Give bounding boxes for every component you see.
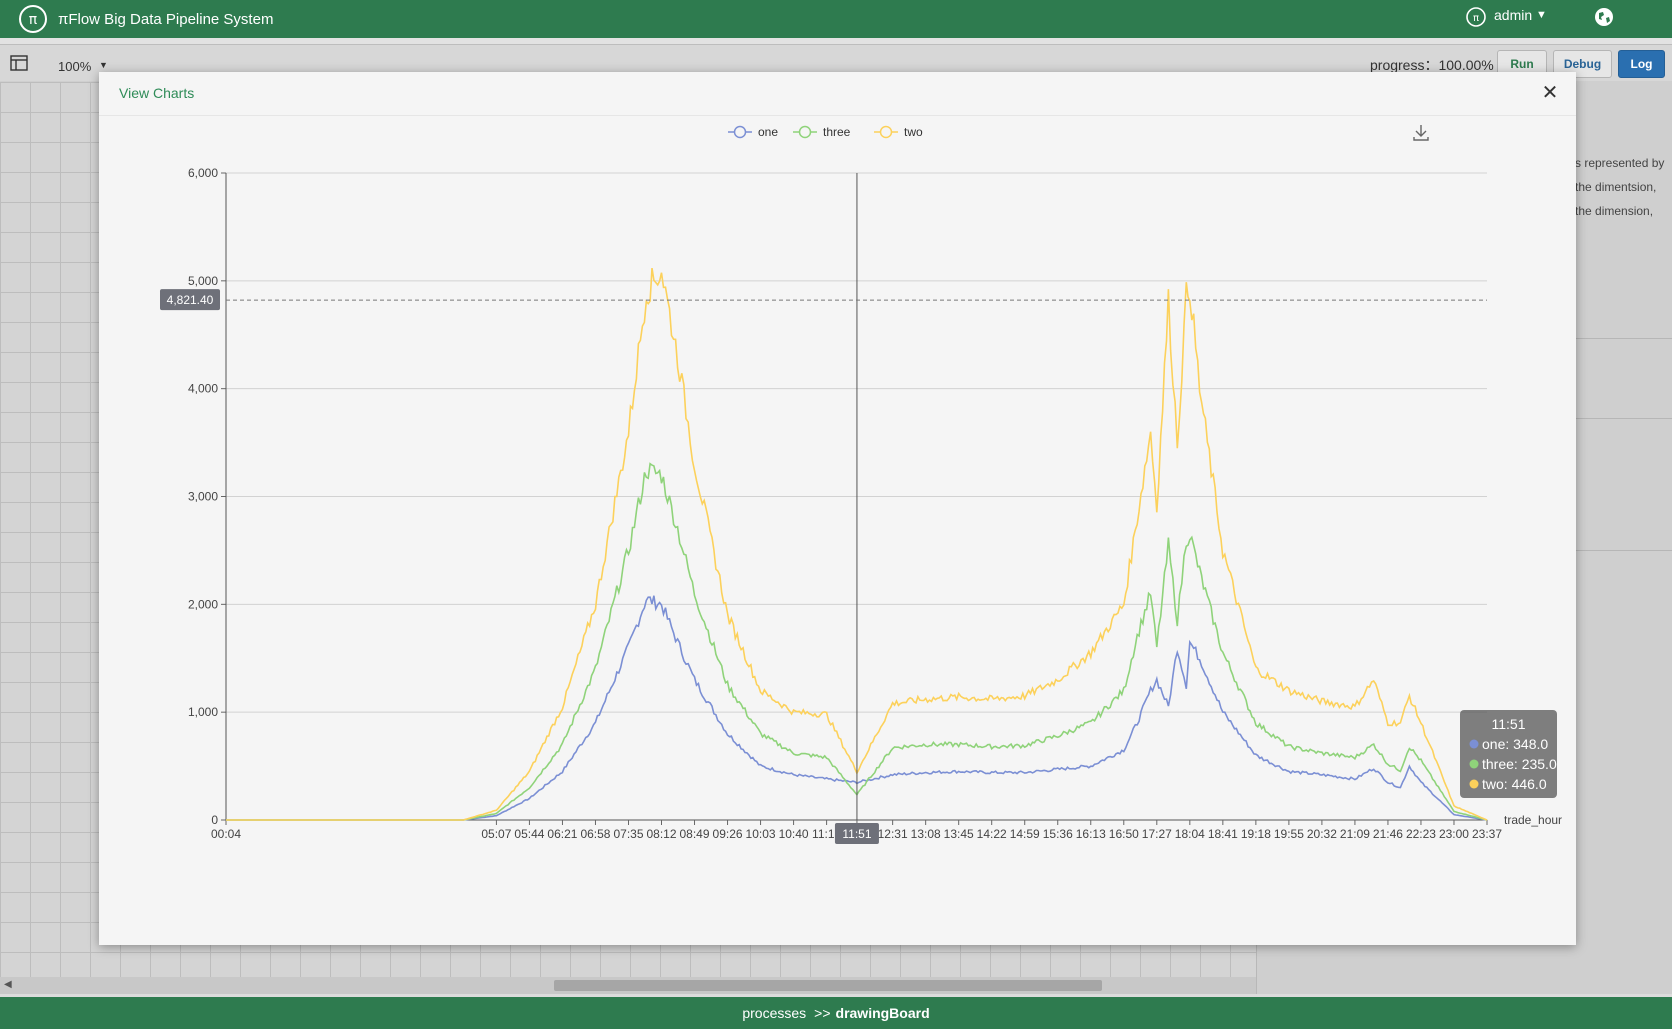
series-line-two [226, 267, 1488, 821]
legend-marker-one [733, 125, 747, 139]
line-chart[interactable]: 0 1,000 2,000 3,000 4,000 5,000 6,000 00:04 05:0… [99, 116, 1576, 945]
breadcrumb-processes[interactable]: processes [742, 1005, 807, 1021]
y-tick-label: 6,000 [188, 166, 218, 180]
tooltip-marker-three [1469, 759, 1479, 769]
tooltip-marker-one [1469, 739, 1479, 749]
x-tick-label: 20:32 [1307, 827, 1337, 841]
legend-label: two [904, 125, 923, 139]
legend-label: three [823, 125, 851, 139]
view-charts-modal: View Charts ✕ 0 1,000 2,000 3,000 4,000 5,000… [99, 72, 1576, 945]
x-axis-label: trade_hour [1504, 813, 1562, 827]
x-tick-label: 10:40 [779, 827, 809, 841]
breadcrumb: processes >> drawingBoard [0, 994, 1672, 1029]
download-icon-glyph [1413, 125, 1429, 141]
globe-icon[interactable] [1593, 6, 1615, 28]
panel-toggle-icon[interactable] [10, 55, 28, 71]
x-tick-label: 14:22 [977, 827, 1007, 841]
breadcrumb-separator: >> [814, 1005, 831, 1021]
scroll-left-icon[interactable]: ◀ [4, 979, 12, 990]
download-icon[interactable] [1413, 125, 1429, 141]
chevron-down-icon[interactable]: ▼ [1536, 9, 1547, 21]
x-tick-label: 11:17 [812, 827, 841, 841]
app-title: πFlow Big Data Pipeline System [58, 11, 274, 28]
x-tick-label: 08:49 [680, 827, 710, 841]
panel-text: the dimension, [1575, 204, 1654, 218]
x-tick-label: 13:08 [911, 827, 941, 841]
tooltip-item: three: 235.0 [1482, 756, 1557, 772]
legend-marker-three [798, 125, 812, 139]
tooltip-item: one: 348.0 [1482, 736, 1548, 752]
top-header: π πFlow Big Data Pipeline System π admin… [0, 0, 1672, 38]
user-menu[interactable]: admin [1494, 7, 1533, 23]
y-tick-label: 5,000 [188, 274, 218, 288]
x-tick-label: 05:44 [514, 827, 544, 841]
panel-text: the dimentsion, [1575, 180, 1657, 194]
crosshair-x-badge [834, 823, 879, 844]
breadcrumb-current: drawingBoard [835, 1005, 930, 1021]
x-tick-label: 14:59 [1010, 827, 1040, 841]
x-tick-label: 21:46 [1373, 827, 1403, 841]
header-divider [0, 38, 1672, 45]
tooltip-title: 11:51 [1492, 716, 1526, 732]
x-tick-label: 06:58 [580, 827, 610, 841]
x-tick-label: 05:07 [481, 827, 511, 841]
progress-label: progress：100.00% [1370, 57, 1494, 73]
close-icon[interactable]: ✕ [1541, 82, 1559, 104]
crosshair-x-label: 11:51 [842, 827, 871, 841]
legend-marker-two [879, 125, 893, 139]
x-tick-label: 10:03 [746, 827, 776, 841]
modal-title: View Charts [119, 85, 195, 101]
crosshair-y-badge [160, 289, 220, 311]
tooltip-item: two: 446.0 [1482, 776, 1547, 792]
x-tick-label: 21:09 [1340, 827, 1370, 841]
y-tick-label: 3,000 [188, 490, 218, 504]
y-tick-label: 2,000 [188, 597, 218, 611]
x-tick-label: 22:23 [1406, 827, 1436, 841]
chart-tooltip [1460, 710, 1557, 798]
user-icon[interactable]: π [1465, 6, 1487, 28]
zoom-select[interactable]: 100% [58, 59, 92, 74]
y-tick-label: 4,000 [188, 382, 218, 396]
svg-text:π: π [29, 12, 38, 28]
x-tick-label: 00:04 [211, 827, 241, 841]
crosshair-y-label: 4,821.40 [167, 293, 214, 307]
debug-button[interactable]: Debug [1553, 50, 1612, 78]
x-tick-label: 23:00 [1439, 827, 1469, 841]
x-tick-label: 18:41 [1208, 827, 1238, 841]
x-tick-label: 17:27 [1142, 827, 1172, 841]
svg-text:π: π [1473, 13, 1479, 24]
x-tick-label: 09:26 [713, 827, 743, 841]
chevron-down-icon[interactable]: ▼ [99, 60, 108, 70]
legend-label: one [758, 125, 778, 139]
scrollbar-thumb[interactable] [554, 980, 1102, 991]
modal-header-divider [99, 115, 1576, 116]
x-tick-label: 19:55 [1274, 827, 1304, 841]
y-tick-label: 0 [211, 813, 218, 827]
x-tick-label: 23:37 [1472, 827, 1502, 841]
tooltip-marker-two [1469, 779, 1479, 789]
x-tick-label: 12:31 [878, 827, 908, 841]
horizontal-scrollbar[interactable]: ◀ [0, 977, 1256, 994]
x-tick-label: 07:35 [613, 827, 643, 841]
x-tick-label: 16:50 [1109, 827, 1139, 841]
x-tick-label: 15:36 [1043, 827, 1073, 841]
panel-text: s represented by [1575, 156, 1665, 170]
x-tick-label: 18:04 [1175, 827, 1205, 841]
x-tick-label: 19:18 [1241, 827, 1271, 841]
x-tick-label: 13:45 [944, 827, 974, 841]
x-tick-label: 16:13 [1076, 827, 1106, 841]
pi-flow-logo-icon[interactable]: π [18, 4, 48, 34]
x-tick-label: 08:12 [646, 827, 676, 841]
x-tick-label: 06:21 [547, 827, 577, 841]
y-tick-label: 1,000 [188, 705, 218, 719]
log-button[interactable]: Log [1618, 50, 1665, 78]
